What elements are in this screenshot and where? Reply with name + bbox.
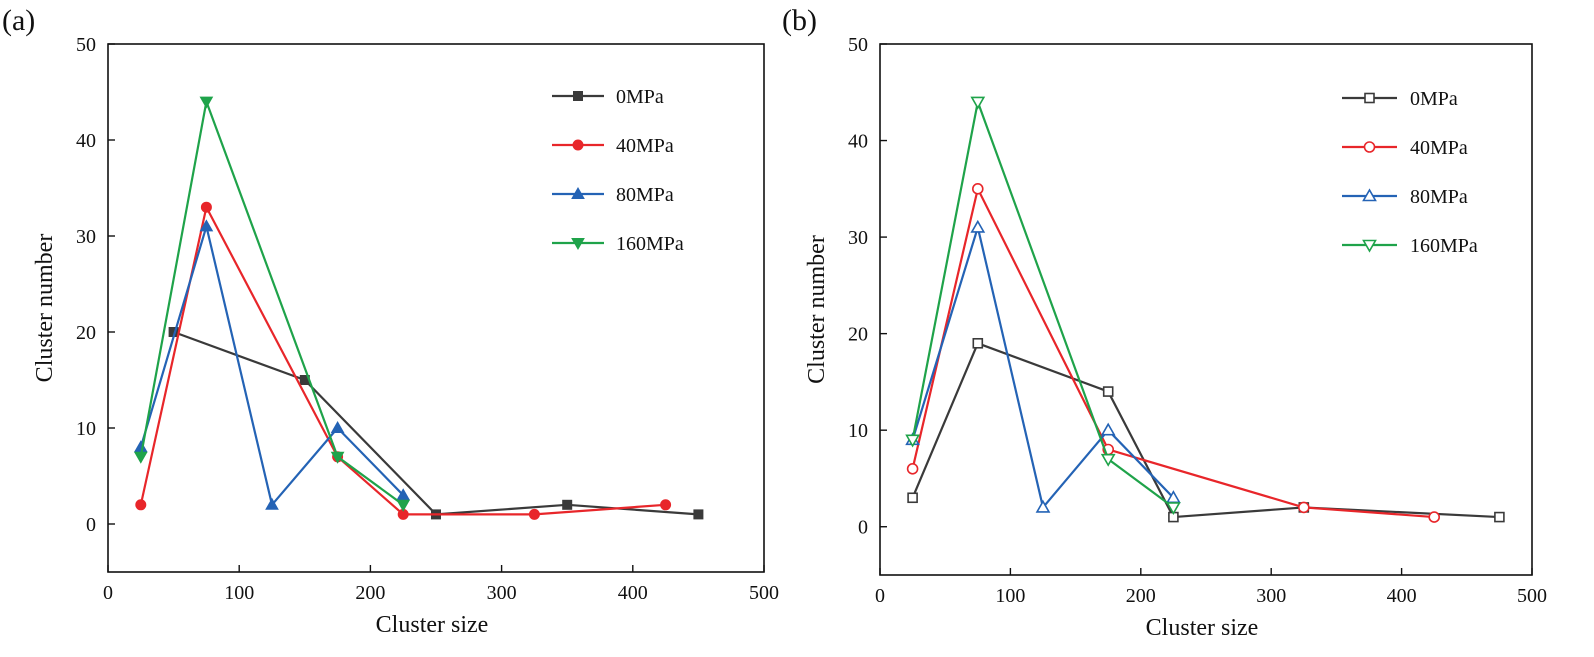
x-tick-label: 200 [355, 582, 385, 604]
y-axis-title: Cluster number [32, 234, 58, 383]
y-axis-title: Cluster number [804, 235, 830, 384]
y-tick-label: 30 [848, 227, 868, 249]
legend-marker-80MPa [571, 186, 585, 199]
legend-marker-0MPa [1364, 92, 1375, 104]
y-tick-label: 10 [848, 420, 868, 442]
legend: 0MPa 40MPa 80MPa 160MPa [552, 86, 684, 255]
y-tick-label: 40 [76, 130, 96, 152]
data-point-160MPa [905, 434, 920, 448]
data-point-80MPa [1035, 499, 1051, 513]
series-160MPa [905, 96, 1181, 516]
x-tick-label: 200 [1126, 585, 1156, 607]
data-point-0MPa [1494, 511, 1505, 523]
data-point-160MPa [330, 451, 345, 464]
x-tick-label: 500 [749, 582, 779, 604]
legend-label-160MPa: 160MPa [616, 233, 684, 255]
legend-marker-80MPa [1362, 188, 1377, 202]
data-point-160MPa [133, 451, 148, 464]
y-tick-label: 0 [858, 517, 868, 539]
chart-panel-b: (b) 0 100 200 300 400 500 0 10 20 30 40 50 Cluster si… [782, 4, 1547, 641]
legend-marker-40MPa [1363, 141, 1376, 153]
series-160MPa [133, 96, 411, 512]
legend-label-0MPa: 0MPa [616, 86, 664, 108]
x-tick-label: 300 [487, 582, 517, 604]
y-tick-label: 50 [848, 34, 868, 56]
legend-marker-160MPa [571, 238, 585, 251]
y-tick-label: 50 [76, 34, 96, 56]
data-point-40MPa [135, 499, 147, 511]
panel-label: (b) [782, 4, 817, 37]
series-line-40MPa [139, 206, 666, 516]
data-point-160MPa [1166, 502, 1181, 516]
x-axis-title: Cluster size [376, 612, 489, 638]
legend-marker-160MPa [1362, 239, 1377, 253]
y-tick-label: 40 [848, 131, 868, 153]
data-point-80MPa [330, 420, 345, 433]
plot-frame [107, 43, 765, 573]
legend-marker-40MPa [572, 139, 584, 151]
legend-marker-0MPa [573, 91, 583, 101]
data-point-0MPa [907, 492, 918, 504]
y-tick-label: 10 [76, 418, 96, 440]
x-axis-title: Cluster size [1146, 615, 1259, 641]
data-point-0MPa [1102, 386, 1114, 397]
x-tick-label: 300 [1256, 585, 1286, 607]
series-line-160MPa [139, 100, 404, 506]
x-tick-label: 100 [995, 585, 1025, 607]
legend-label-80MPa: 80MPa [616, 184, 674, 206]
x-tick-label: 0 [103, 582, 113, 604]
data-point-80MPa [396, 488, 411, 501]
data-point-0MPa [562, 499, 573, 510]
legend-label-40MPa: 40MPa [616, 135, 674, 157]
legend-label-0MPa: 0MPa [1410, 88, 1458, 110]
series-40MPa [906, 183, 1440, 523]
data-point-80MPa [265, 497, 279, 510]
x-tick-label: 400 [618, 582, 648, 604]
data-point-40MPa [906, 462, 919, 475]
x-tick-label: 500 [1517, 585, 1547, 607]
x-tick-label: 0 [875, 585, 885, 607]
data-point-160MPa [970, 96, 986, 110]
legend-label-160MPa: 160MPa [1410, 235, 1478, 257]
series-0MPa [168, 327, 704, 520]
data-point-40MPa [1298, 501, 1310, 514]
y-tick-label: 20 [76, 322, 96, 344]
series-line-160MPa [911, 100, 1175, 509]
x-tick-label: 400 [1387, 585, 1417, 607]
legend-label-40MPa: 40MPa [1410, 137, 1468, 159]
data-point-0MPa [972, 337, 984, 349]
y-tick-label: 20 [848, 324, 868, 346]
data-point-160MPa [199, 96, 214, 109]
series-line-0MPa [911, 342, 1500, 519]
chart-panel-a: (a) 0 100 200 300 400 500 0 10 20 30 40 50 Cluster si… [2, 4, 779, 638]
y-tick-label: 30 [76, 226, 96, 248]
data-point-160MPa [1100, 453, 1116, 467]
data-point-80MPa [1100, 422, 1116, 436]
y-tick-label: 0 [86, 514, 96, 536]
legend-label-80MPa: 80MPa [1410, 186, 1468, 208]
plot-frame [879, 43, 1533, 576]
data-point-0MPa [693, 509, 704, 520]
data-point-40MPa [660, 499, 672, 511]
data-point-80MPa [133, 440, 148, 453]
data-point-40MPa [200, 201, 212, 213]
data-point-40MPa [971, 183, 984, 195]
series-line-40MPa [911, 187, 1435, 519]
panel-label: (a) [2, 4, 35, 37]
data-point-160MPa [396, 499, 411, 512]
series-0MPa [907, 337, 1505, 523]
data-point-40MPa [1428, 511, 1440, 523]
data-point-80MPa [970, 219, 986, 233]
series-40MPa [135, 201, 672, 520]
legend: 0MPa 40MPa 80MPa 160MPa [1342, 88, 1478, 257]
data-point-80MPa [199, 219, 214, 232]
x-tick-label: 100 [224, 582, 254, 604]
data-point-40MPa [528, 508, 540, 520]
series-line-80MPa [139, 225, 404, 506]
series-80MPa [133, 219, 411, 510]
